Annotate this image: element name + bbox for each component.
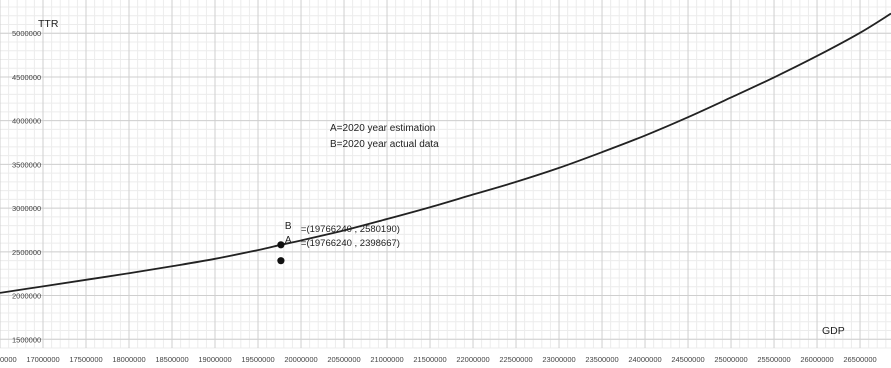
- y-tick-label: 2500000: [12, 248, 41, 257]
- x-tick-label: 19000000: [198, 355, 231, 364]
- x-tick-label: 18000000: [112, 355, 145, 364]
- x-tick-label: 17500000: [69, 355, 102, 364]
- annotation-a-description: A=2020 year estimation: [330, 123, 435, 134]
- x-axis-label: GDP: [822, 325, 845, 337]
- x-tick-label: 16500000: [0, 355, 17, 364]
- y-tick-label: 5000000: [12, 29, 41, 38]
- x-tick-label: 26500000: [843, 355, 876, 364]
- point-a-coordinates: =(19766240 , 2398667): [301, 238, 400, 249]
- y-tick-label: 2000000: [12, 292, 41, 301]
- x-tick-label: 24500000: [671, 355, 704, 364]
- x-tick-label: 22500000: [499, 355, 532, 364]
- x-tick-label: 19500000: [241, 355, 274, 364]
- point-b-coordinates: =(19766240 , 2580190): [301, 224, 400, 235]
- series-line: [0, 12, 891, 294]
- y-tick-label: 1500000: [12, 335, 41, 344]
- x-tick-label: 24000000: [628, 355, 661, 364]
- x-tick-label: 25000000: [714, 355, 747, 364]
- point-b-marker: [277, 241, 285, 249]
- point-b-label: B: [285, 221, 292, 232]
- y-tick-label: 4000000: [12, 117, 41, 126]
- point-a-marker: [277, 257, 285, 265]
- x-tick-label: 25500000: [757, 355, 790, 364]
- x-tick-label: 20500000: [327, 355, 360, 364]
- x-tick-label: 22000000: [456, 355, 489, 364]
- y-tick-label: 3000000: [12, 204, 41, 213]
- x-tick-label: 21000000: [370, 355, 403, 364]
- y-tick-label: 4500000: [12, 73, 41, 82]
- y-axis-label: TTR: [38, 18, 59, 30]
- x-tick-label: 26000000: [800, 355, 833, 364]
- point-a-label: A: [285, 235, 292, 246]
- x-tick-label: 23500000: [585, 355, 618, 364]
- x-tick-label: 21500000: [413, 355, 446, 364]
- annotation-b-description: B=2020 year actual data: [330, 139, 439, 150]
- y-tick-label: 3500000: [12, 160, 41, 169]
- x-tick-label: 18500000: [155, 355, 188, 364]
- x-tick-label: 23000000: [542, 355, 575, 364]
- x-tick-label: 20000000: [284, 355, 317, 364]
- x-tick-label: 17000000: [26, 355, 59, 364]
